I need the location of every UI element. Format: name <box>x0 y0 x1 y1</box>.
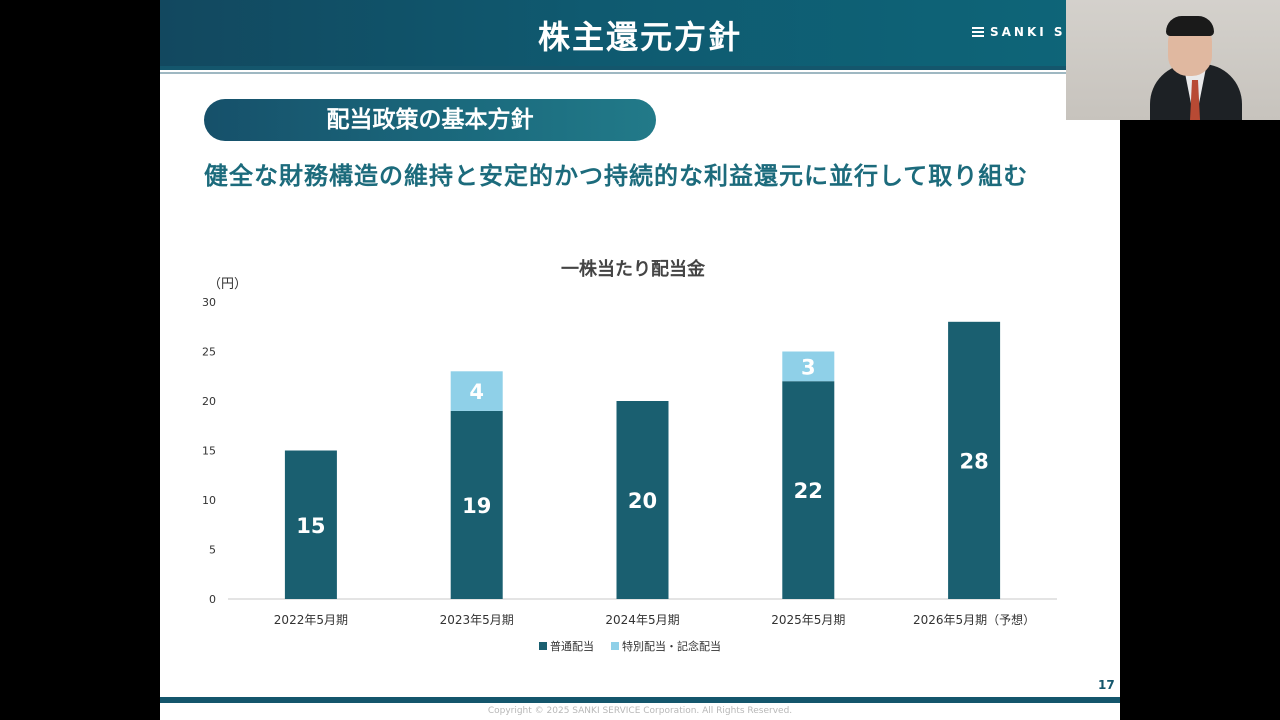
x-tick-label: 2024年5月期 <box>605 613 679 627</box>
footer-bar <box>160 697 1120 703</box>
copyright-text: Copyright © 2025 SANKI SERVICE Corporati… <box>487 706 793 716</box>
data-label-ordinary: 19 <box>462 494 491 518</box>
y-tick-label: 0 <box>209 593 216 606</box>
page-number: 17 <box>1098 678 1115 692</box>
chart-title: 一株当たり配当金 <box>561 258 706 280</box>
presenter-hair <box>1166 16 1214 36</box>
presenter-webcam <box>1066 0 1280 120</box>
bar-ordinary <box>948 321 1001 599</box>
y-tick-label: 15 <box>202 445 216 458</box>
y-tick-label: 5 <box>209 544 216 557</box>
bar-ordinary <box>450 410 503 599</box>
y-axis-label: （円） <box>208 277 247 292</box>
legend-swatch-ordinary <box>539 642 547 650</box>
legend-label-special: 特別配当・記念配当 <box>622 639 721 653</box>
y-tick-label: 25 <box>202 346 216 359</box>
x-tick-label: 2025年5月期 <box>771 613 845 627</box>
header-divider <box>160 66 1120 70</box>
page-title: 株主還元方針 <box>537 18 742 56</box>
x-tick-label: 2026年5月期（予想） <box>913 612 1035 627</box>
x-tick-label: 2023年5月期 <box>440 613 514 627</box>
bar-ordinary <box>284 450 337 599</box>
header-divider-thin <box>160 72 1120 74</box>
data-label-ordinary: 20 <box>628 489 657 513</box>
y-tick-label: 20 <box>202 395 216 408</box>
bar-special <box>450 371 503 411</box>
y-tick-label: 30 <box>202 296 216 309</box>
data-label-ordinary: 28 <box>959 449 988 473</box>
logo-text: SANKI SE <box>990 25 1077 39</box>
company-logo: SANKI SE <box>972 25 1077 39</box>
header-banner: 株主還元方針 SANKI SE <box>160 0 1120 66</box>
section-label: 配当政策の基本方針 <box>204 99 656 141</box>
x-tick-label: 2022年5月期 <box>274 613 348 627</box>
dividend-chart: 一株当たり配当金 （円） 0 5 10 15 20 25 30 15 2022年5月期 19 4 2023… <box>202 258 1057 653</box>
presenter-tie <box>1190 80 1200 120</box>
legend-label-ordinary: 普通配当 <box>550 639 594 653</box>
legend-swatch-special <box>611 642 619 650</box>
policy-statement: 健全な財務構造の維持と安定的かつ持続的な利益還元に並行して取り組む <box>204 162 1029 190</box>
data-label-special: 3 <box>801 355 816 379</box>
data-label-ordinary: 22 <box>794 479 823 503</box>
data-label-ordinary: 15 <box>296 514 325 538</box>
bar-special <box>782 351 835 382</box>
bar-ordinary <box>616 401 669 599</box>
logo-mark-icon <box>972 27 984 37</box>
bar-ordinary <box>782 381 835 599</box>
y-tick-label: 10 <box>202 494 216 507</box>
slide: 株主還元方針 SANKI SE 配当政策の基本方針 健全な財務構造の維持と安定的… <box>160 0 1120 720</box>
data-label-special: 4 <box>469 380 484 404</box>
